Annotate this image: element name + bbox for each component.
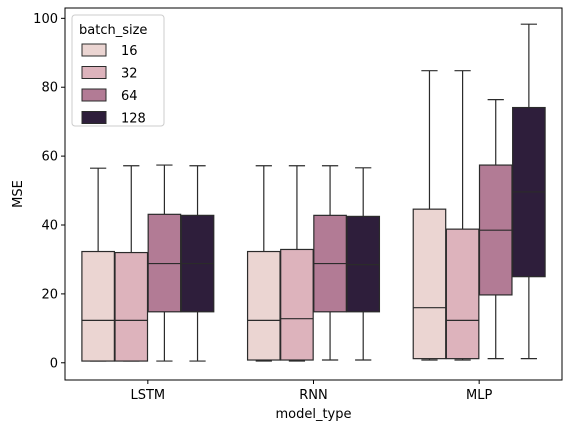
legend-label-32: 32: [121, 67, 138, 82]
legend-label-16: 16: [121, 44, 138, 59]
legend-swatch-64: [81, 88, 107, 102]
legend-label-64: 64: [121, 89, 138, 104]
box-iqr: [81, 250, 115, 362]
box-rnn-16: [246, 165, 281, 362]
y-axis-label: MSE: [11, 180, 26, 208]
legend: batch_size 16 32 64 128: [71, 14, 165, 127]
box-mlp-64: [478, 99, 513, 360]
box-lstm-128: [180, 165, 215, 362]
axes-layer: 0 20 40 60 80 100 LSTM RNN MLP model_type MSE: [11, 7, 563, 422]
box-iqr: [114, 251, 149, 362]
box-mlp-32: [445, 70, 480, 361]
box-rnn-128: [346, 167, 381, 361]
box-mlp-128: [512, 23, 546, 360]
y-tick-label: 60: [41, 150, 58, 165]
box-iqr: [445, 228, 480, 360]
box-rnn-64: [313, 165, 347, 361]
box-iqr: [246, 250, 281, 361]
y-tick-label: 20: [41, 287, 58, 302]
x-tick-label: LSTM: [131, 388, 166, 403]
y-tick-label: 40: [41, 219, 58, 234]
y-tick-label: 0: [50, 356, 58, 371]
box-iqr: [280, 248, 314, 361]
legend-swatch-16: [81, 43, 107, 57]
x-tick-label: RNN: [299, 388, 327, 403]
x-tick-label: MLP: [466, 388, 492, 403]
box-rnn-32: [280, 165, 314, 362]
box-iqr: [412, 208, 447, 360]
box-lstm-16: [81, 167, 115, 362]
box-lstm-32: [114, 165, 149, 362]
y-tick-label: 100: [33, 12, 58, 27]
y-tick-label: 80: [41, 81, 58, 96]
legend-title: batch_size: [79, 23, 147, 38]
legend-swatch-128: [81, 111, 107, 124]
x-axis-label: model_type: [275, 407, 351, 422]
legend-swatch-32: [81, 66, 107, 79]
legend-label-128: 128: [121, 112, 146, 127]
box-mlp-16: [412, 70, 447, 361]
boxes-layer: [81, 23, 546, 362]
box-lstm-64: [147, 164, 182, 362]
